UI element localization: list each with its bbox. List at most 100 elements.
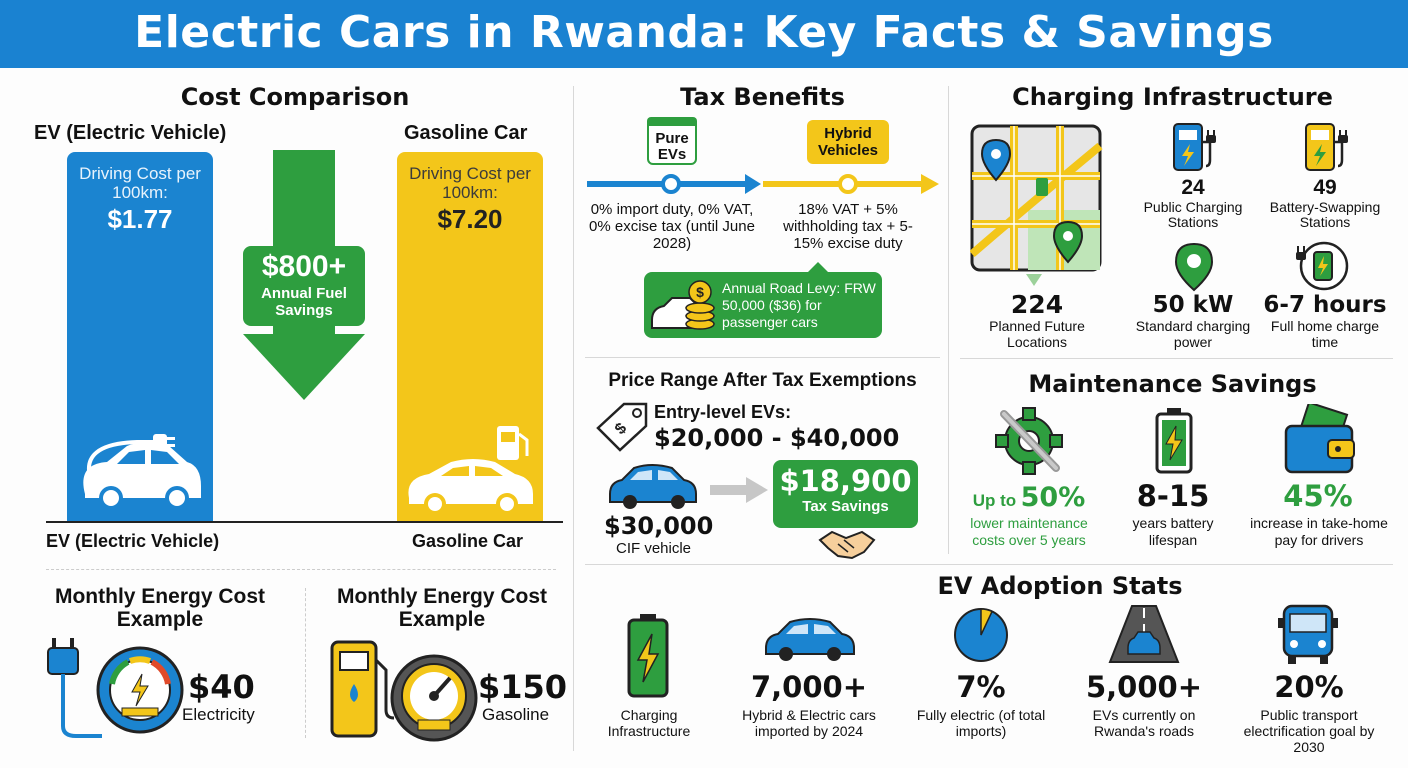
monthly-ev-title: Monthly Energy Cost Example: [54, 585, 265, 631]
divider-right: [948, 86, 949, 554]
divider-charging-maint: [960, 358, 1393, 359]
divider-adoption: [585, 564, 1393, 565]
map-icon: [970, 124, 1103, 272]
charging-value-2: 224: [1010, 290, 1064, 319]
adoption-title: EV Adoption Stats: [937, 572, 1183, 600]
maint-text-1: lower maintenance costs over 5 years: [970, 515, 1088, 548]
price-range-title: Price Range After Tax Exemptions: [608, 370, 917, 391]
adoption-label-3: EVs currently on Rwanda's roads: [1092, 707, 1196, 739]
map-pointer: [1026, 274, 1042, 286]
monthly-ev-label: Electricity: [182, 705, 255, 724]
tax-savings-value: $18,900: [779, 464, 912, 498]
ev-bottom-label: EV (Electric Vehicle): [46, 531, 220, 551]
gas-pump-meter-icon: [330, 640, 478, 742]
maint-value-1: 50%: [1020, 482, 1086, 513]
adoption-value-4: 20%: [1274, 670, 1344, 704]
road-levy-pointer: [806, 262, 830, 274]
tax-benefits-title: Tax Benefits: [680, 83, 845, 111]
maint-stat-1: Up to 50%: [962, 482, 1096, 513]
electric-meter-icon: [47, 638, 184, 738]
car-coins-icon: $: [651, 280, 715, 330]
road-levy-text: Annual Road Levy: FRW 50,000 ($36) for p…: [722, 280, 876, 330]
blue-car-icon: [609, 464, 697, 509]
charging-label-4: Full home charge time: [1270, 318, 1380, 350]
charging-label-3: Standard charging power: [1135, 318, 1251, 350]
maintenance-title: Maintenance Savings: [1028, 370, 1317, 398]
cif-label: CIF vehicle: [616, 540, 692, 557]
gas-cost-label: Driving Cost per 100km:: [409, 164, 531, 202]
hybrid-vehicles-tag: Hybrid Vehicles: [807, 120, 889, 164]
maint-value-2: 8-15: [1136, 479, 1210, 513]
entry-level-label: Entry-level EVs:: [654, 402, 792, 422]
divider-monthly: [46, 569, 556, 570]
road-car-icon: [1108, 605, 1180, 663]
ev-cost-column: Driving Cost per 100km: $1.77: [67, 152, 213, 522]
svg-text:$: $: [696, 284, 704, 300]
home-charge-icon: [1296, 241, 1349, 291]
adoption-battery-icon: [627, 614, 669, 698]
adoption-label-2: Fully electric (of total imports): [916, 707, 1046, 739]
annual-savings-value: $800+: [261, 250, 347, 283]
hybrid-tax-text: 18% VAT + 5% withholding tax + 5-15% exc…: [783, 201, 913, 252]
cost-baseline: [46, 521, 563, 523]
charging-label-2: Planned Future Locations: [989, 318, 1085, 350]
adoption-value-2: 7%: [956, 670, 1006, 704]
ev-car-icon: [83, 434, 201, 510]
maint-value-3: 45%: [1283, 479, 1353, 513]
monthly-gas-value: $150: [478, 668, 568, 706]
charging-label-0: Public Charging Stations: [1143, 199, 1243, 230]
ev-cost-value: $1.77: [107, 204, 173, 234]
price-tag-icon: $: [596, 402, 648, 452]
header-banner: Electric Cars in Rwanda: Key Facts & Sav…: [0, 0, 1408, 68]
charging-value-4: 6-7 hours: [1263, 292, 1387, 318]
arrow-right-icon: [710, 477, 768, 503]
monthly-ev-value: $40: [188, 668, 255, 706]
battery-icon: [1155, 408, 1193, 474]
bus-icon: [1278, 604, 1338, 664]
charging-value-0: 24: [1181, 176, 1205, 199]
savings-arrow: [243, 150, 365, 400]
adoption-car-icon: [765, 618, 855, 661]
divider-monthly-mid: [305, 588, 306, 738]
charging-title: Charging Infrastructure: [1012, 83, 1333, 111]
adoption-value-1: 7,000+: [750, 670, 868, 704]
location-pin-icon: [1174, 242, 1214, 292]
pure-evs-tax-text: 0% import duty, 0% VAT, 0% excise tax (u…: [589, 201, 755, 252]
charging-value-3: 50 kW: [1152, 292, 1234, 318]
charging-station-icon: [1173, 123, 1216, 171]
calendar-icon: [647, 117, 697, 126]
tax-timeline: [587, 174, 939, 194]
adoption-label-0: Charging Infrastructure: [607, 707, 691, 739]
maint-text-2: years battery lifespan: [1132, 515, 1214, 548]
imports-pie-chart: [954, 608, 1008, 662]
pure-evs-tag-label: Pure EVs: [655, 130, 689, 163]
divider-left: [573, 86, 574, 751]
divider-tax-price: [585, 357, 940, 358]
charging-value-1: 49: [1313, 176, 1337, 199]
adoption-value-3: 5,000+: [1085, 670, 1203, 704]
tax-savings-box: $18,900 Tax Savings: [773, 460, 918, 528]
maint-text-3: increase in take-home pay for drivers: [1250, 515, 1388, 548]
gas-cost-value: $7.20: [437, 204, 503, 234]
wallet-icon: [1284, 404, 1355, 474]
adoption-label-1: Hybrid & Electric cars imported by 2024: [742, 707, 876, 739]
cif-value: $30,000: [604, 512, 714, 540]
monthly-gas-label: Gasoline: [482, 705, 550, 724]
battery-swap-station-icon: [1305, 123, 1348, 171]
gas-bottom-label: Gasoline Car: [412, 531, 524, 551]
ev-cost-label: Driving Cost per 100km:: [79, 164, 201, 202]
page-title: Electric Cars in Rwanda: Key Facts & Sav…: [134, 7, 1274, 58]
ev-label: EV (Electric Vehicle): [34, 122, 227, 144]
pie-slice-electric: [980, 608, 994, 636]
gas-car-icon: [408, 426, 533, 515]
adoption-label-4: Public transport electrification goal by…: [1243, 707, 1375, 755]
charging-label-1: Battery-Swapping Stations: [1269, 199, 1381, 230]
gas-label: Gasoline Car: [404, 122, 528, 144]
cost-comparison-title: Cost Comparison: [180, 83, 410, 111]
annual-savings-label: Annual Fuel Savings: [261, 285, 347, 319]
entry-level-range: $20,000 - $40,000: [654, 424, 900, 452]
road-levy-box: $ Annual Road Levy: FRW 50,000 ($36) for…: [644, 272, 882, 338]
monthly-gas-title: Monthly Energy Cost Example: [336, 585, 547, 631]
gas-cost-column: Driving Cost per 100km: $7.20: [397, 152, 543, 522]
tax-savings-label: Tax Savings: [802, 498, 889, 515]
